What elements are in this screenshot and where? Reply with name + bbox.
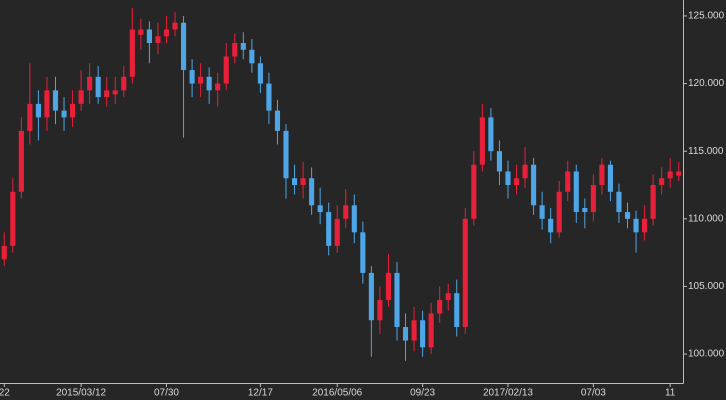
candle-body xyxy=(104,90,110,98)
y-tick-label: 100.000 xyxy=(688,349,725,360)
candle-body xyxy=(189,70,195,84)
candle-body xyxy=(479,117,485,165)
candle-body xyxy=(52,90,59,111)
candle-body xyxy=(420,320,426,348)
candle-body xyxy=(283,130,289,179)
candle-body xyxy=(454,293,460,328)
candle-body xyxy=(61,110,67,118)
candle-body xyxy=(18,130,24,192)
candle-body xyxy=(112,90,118,95)
x-tick-label: 2017/02/13 xyxy=(483,388,533,399)
candle-body xyxy=(565,171,571,192)
candle-body xyxy=(180,22,187,71)
y-tick-label: 120.000 xyxy=(688,78,725,89)
candle-body xyxy=(624,212,631,219)
candle-body xyxy=(360,232,366,273)
candle-body xyxy=(488,117,494,152)
x-tick-label: 12/17 xyxy=(248,388,273,399)
candle-body xyxy=(206,76,212,91)
candle-body xyxy=(249,49,255,64)
candle-body xyxy=(590,185,596,213)
candle-body xyxy=(513,178,520,186)
candle-body xyxy=(27,103,33,131)
y-tick-label: 110.000 xyxy=(688,213,724,224)
candle-body xyxy=(291,178,298,186)
candle-body xyxy=(326,212,332,246)
candle-body xyxy=(548,218,554,233)
candle-body xyxy=(676,171,682,176)
x-tick-label: 2016/05/06 xyxy=(312,388,362,399)
candle-body xyxy=(351,205,357,233)
candle-body xyxy=(377,299,383,321)
candle-body xyxy=(556,191,562,233)
candle-body xyxy=(274,110,281,131)
candle-body xyxy=(78,90,84,104)
candle-body xyxy=(334,218,340,246)
candle-body xyxy=(659,178,665,186)
candle-body xyxy=(257,63,263,84)
y-tick-label: 105.000 xyxy=(688,281,725,292)
candle-body xyxy=(368,272,374,321)
candle-body xyxy=(462,218,468,328)
candle-body xyxy=(10,191,16,246)
candle-body xyxy=(385,272,392,300)
candle-body xyxy=(155,36,161,44)
candle-body xyxy=(198,76,204,84)
candle-body xyxy=(445,293,451,300)
candle-body xyxy=(163,29,170,37)
candle-body xyxy=(402,327,409,341)
candle-body xyxy=(44,90,50,118)
candle-body xyxy=(87,76,93,91)
y-tick-label: 125.000 xyxy=(688,11,725,22)
candle-body xyxy=(223,56,229,84)
candle-body xyxy=(300,178,306,186)
candle-body xyxy=(129,29,135,77)
candle-body xyxy=(531,164,537,206)
x-tick-label: 22 xyxy=(0,388,10,399)
candle-body xyxy=(394,272,400,328)
candle-body xyxy=(582,207,588,213)
candle-body xyxy=(650,185,656,219)
candle-body xyxy=(343,205,349,219)
candle-body xyxy=(138,29,144,35)
candle-body xyxy=(240,43,246,50)
candle-body xyxy=(471,164,477,219)
candle-body xyxy=(599,164,605,186)
candle-body xyxy=(215,83,221,91)
candle-body xyxy=(539,205,545,219)
x-tick-label: 07/30 xyxy=(154,388,179,399)
candle-body xyxy=(317,205,323,213)
x-tick-label: 07/03 xyxy=(581,388,606,399)
candle-body xyxy=(505,171,511,186)
candle-body xyxy=(633,218,639,233)
candle-body xyxy=(616,191,622,213)
candle-body xyxy=(172,22,178,30)
candle-body xyxy=(266,83,272,111)
candle-body xyxy=(522,164,528,179)
y-tick-label: 115.000 xyxy=(688,146,724,157)
candle-body xyxy=(437,299,443,314)
candle-body xyxy=(428,313,434,348)
candle-body xyxy=(70,103,76,118)
candle-body xyxy=(1,245,7,260)
candle-body xyxy=(411,320,417,341)
candle-body xyxy=(146,29,152,44)
candle-body xyxy=(35,103,41,118)
candle-body xyxy=(607,164,613,192)
x-tick-label: 11 xyxy=(665,388,676,399)
candle-body xyxy=(642,218,648,233)
candle-body xyxy=(232,43,238,57)
x-tick-label: 09/23 xyxy=(410,388,435,399)
candle-body xyxy=(121,76,127,91)
candle-body xyxy=(95,76,101,98)
candle-body xyxy=(667,171,673,179)
candle-body xyxy=(309,178,315,206)
candle-body xyxy=(496,151,503,172)
x-tick-label: 2015/03/12 xyxy=(56,388,106,399)
candle-body xyxy=(573,171,579,213)
